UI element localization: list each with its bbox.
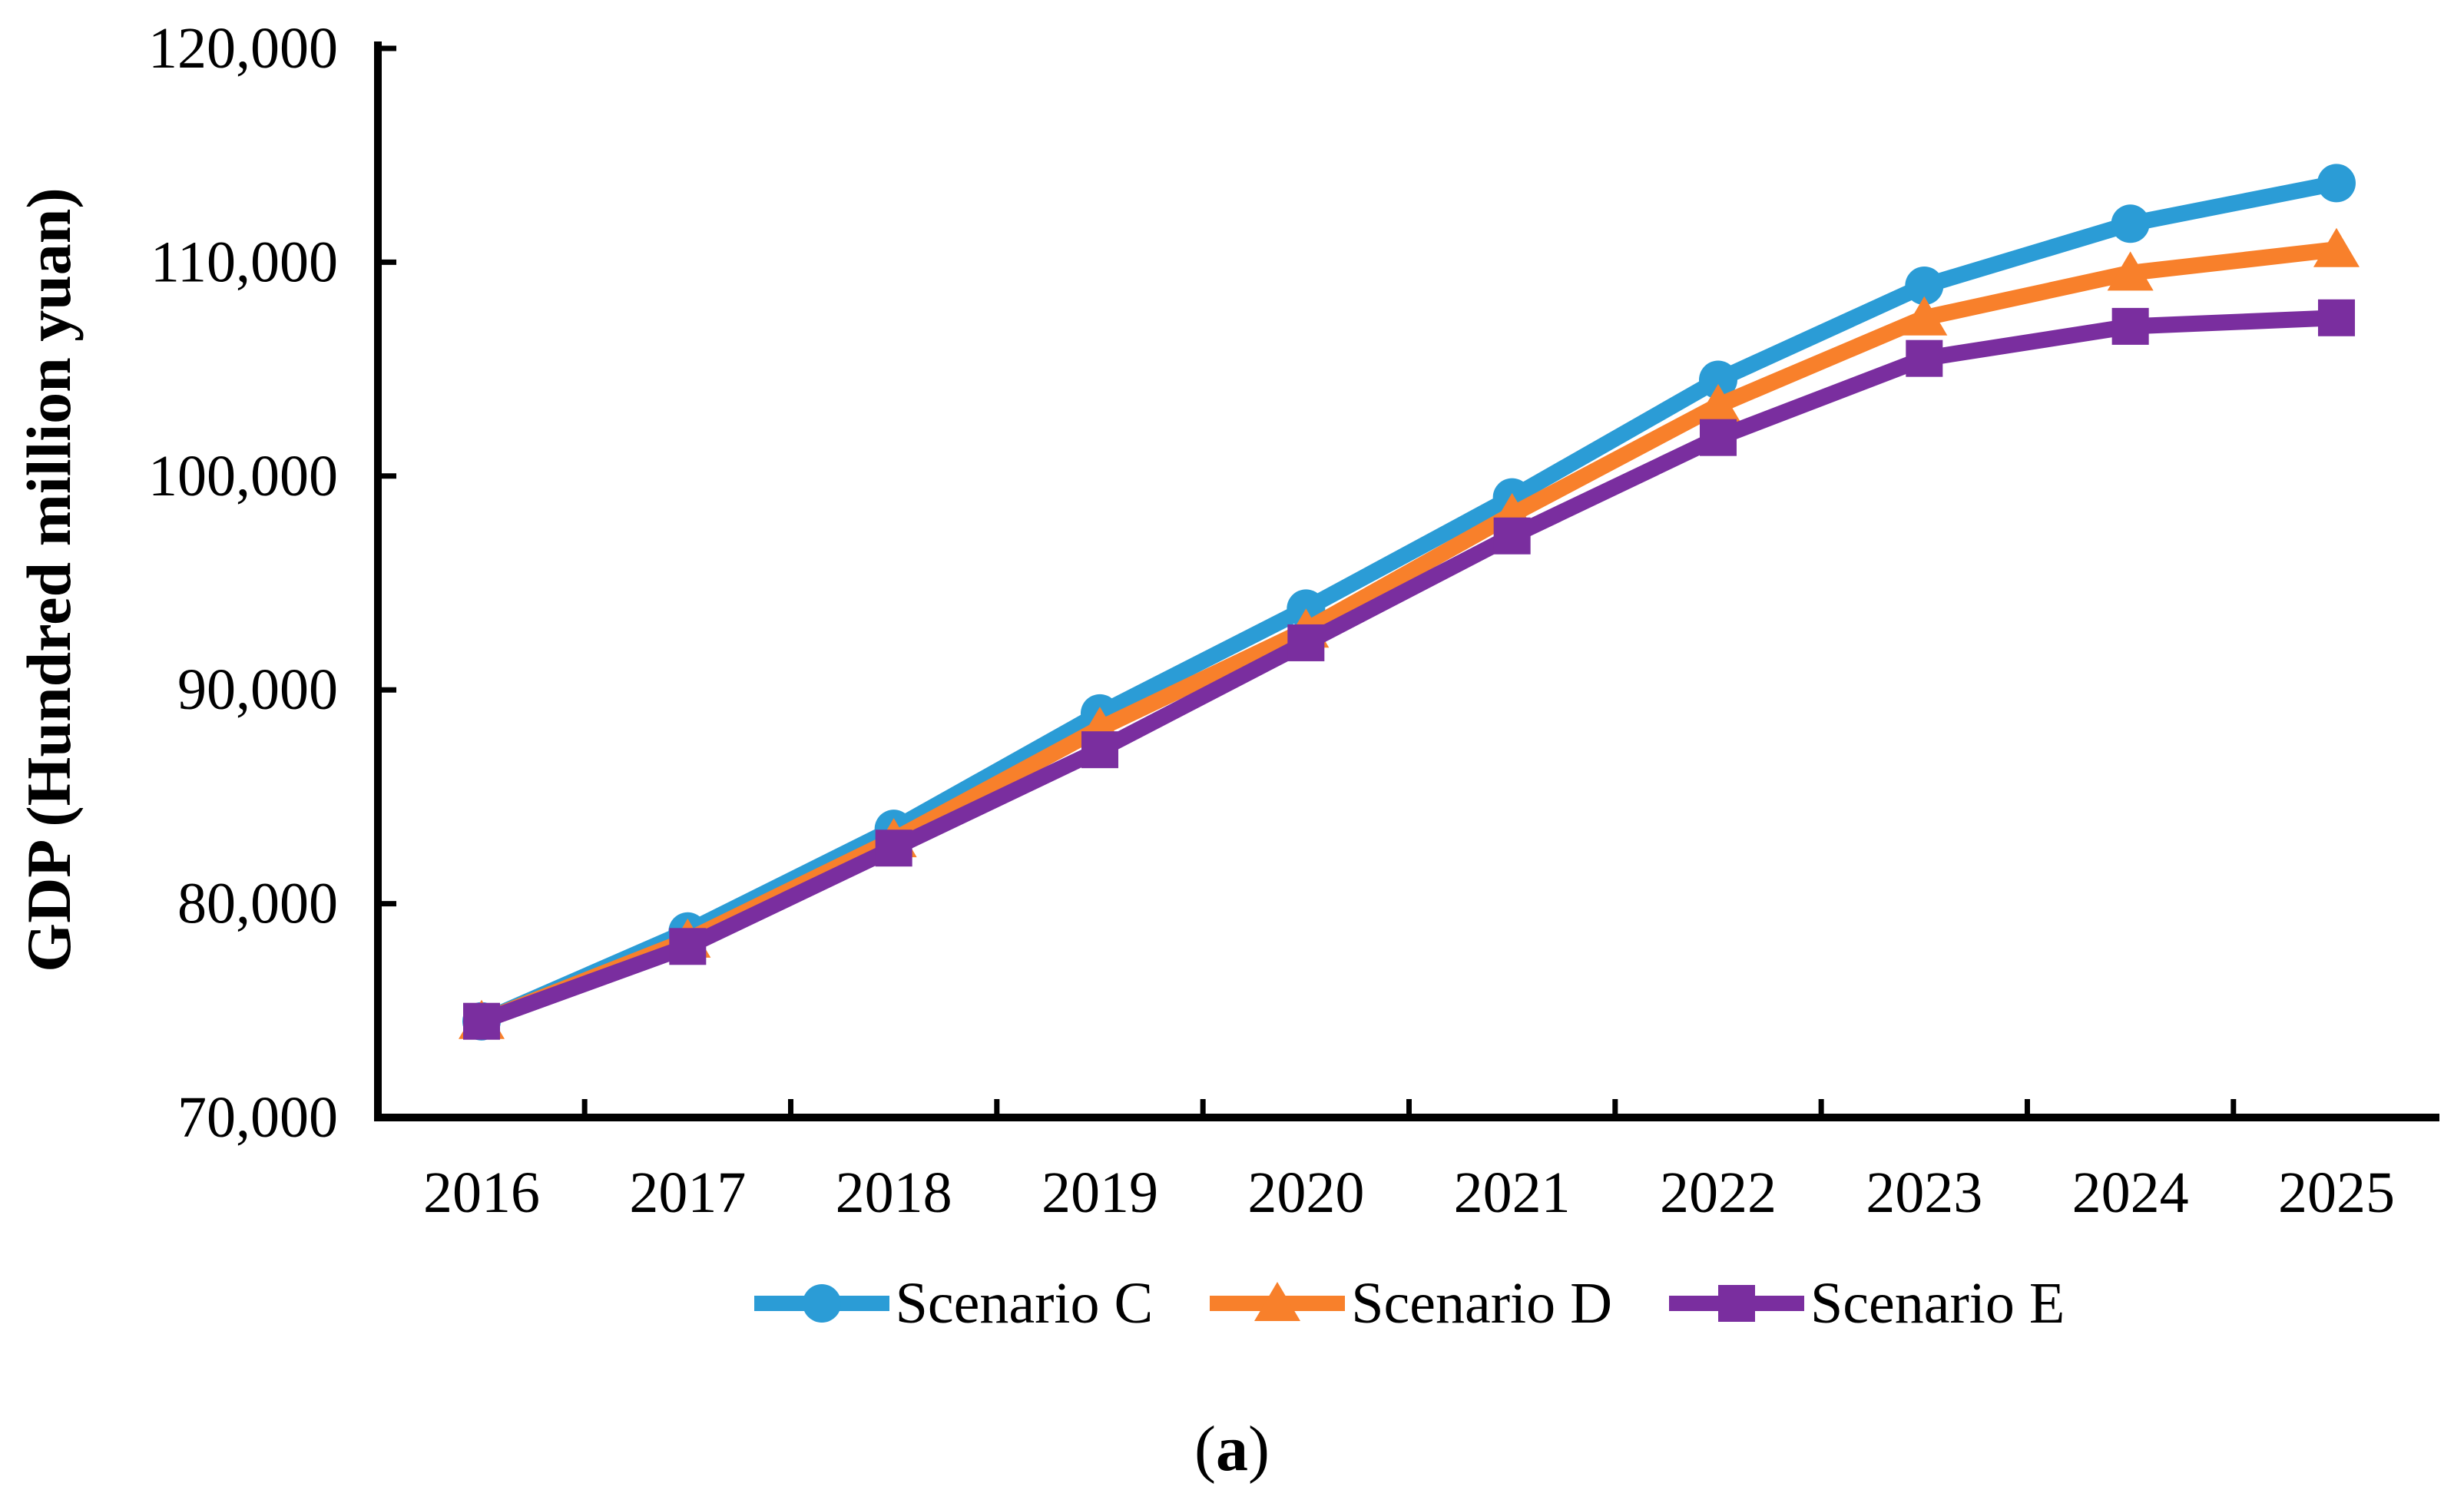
caption-letter: a xyxy=(1216,1413,1248,1485)
legend-triangle-icon xyxy=(1210,1282,1346,1321)
y-tick-label: 120,000 xyxy=(148,16,338,81)
marker-scenario-c-2023 xyxy=(1905,267,1944,306)
marker-scenario-e-2018 xyxy=(875,829,912,867)
caption-paren-open: ( xyxy=(1194,1413,1216,1485)
marker-scenario-e-2021 xyxy=(1493,517,1531,555)
y-tick-label: 70,000 xyxy=(177,1085,338,1150)
legend-item-scenario-c: Scenario C xyxy=(753,1271,1154,1336)
x-year-label: 2016 xyxy=(423,1161,540,1225)
marker-scenario-e-2019 xyxy=(1081,731,1118,769)
marker-scenario-e-2016 xyxy=(463,1002,500,1040)
legend-item-scenario-e: Scenario E xyxy=(1669,1274,2065,1333)
y-axis-title: GDP (Hundred million yuan) xyxy=(14,187,84,972)
marker-scenario-e-2023 xyxy=(1906,339,1943,377)
y-tick-label: 90,000 xyxy=(177,657,338,722)
y-tick-label: 80,000 xyxy=(177,872,338,936)
marker-scenario-e-2022 xyxy=(1699,419,1737,456)
caption-paren-close: ) xyxy=(1248,1413,1270,1485)
legend-label: Scenario D xyxy=(1351,1271,1613,1336)
x-year-label: 2024 xyxy=(2072,1161,2189,1225)
legend-square-icon xyxy=(1669,1285,1805,1322)
x-year-label: 2017 xyxy=(629,1161,746,1225)
x-year-label: 2025 xyxy=(2278,1161,2395,1225)
marker-scenario-c-2024 xyxy=(2111,204,2150,243)
axis-frame xyxy=(374,41,2439,1121)
x-year-label: 2020 xyxy=(1247,1161,1364,1225)
x-year-label: 2019 xyxy=(1042,1161,1158,1225)
marker-scenario-d-2024 xyxy=(2107,251,2154,291)
legend-marker xyxy=(802,1284,841,1323)
x-year-label: 2023 xyxy=(1866,1161,1982,1225)
legend-label: Scenario E xyxy=(1810,1271,2065,1336)
figure-caption: (a) xyxy=(0,1412,2464,1486)
y-tick-label: 110,000 xyxy=(151,230,338,294)
legend-marker xyxy=(1718,1285,1756,1322)
legend-circle-icon xyxy=(753,1284,889,1323)
legend-item-scenario-d: Scenario D xyxy=(1210,1274,1612,1333)
marker-scenario-d-2023 xyxy=(1901,296,1948,336)
marker-scenario-e-2025 xyxy=(2317,299,2355,336)
marker-scenario-e-2020 xyxy=(1287,624,1325,661)
y-tick-label: 100,000 xyxy=(148,444,338,508)
legend: Scenario C Scenario D Scenario E xyxy=(378,1269,2441,1338)
x-year-label: 2021 xyxy=(1454,1161,1571,1225)
legend-marker xyxy=(1254,1282,1301,1321)
x-year-label: 2022 xyxy=(1660,1161,1777,1225)
marker-scenario-d-2022 xyxy=(1694,383,1741,423)
series-line-scenario-e xyxy=(473,310,2345,1030)
marker-scenario-e-2024 xyxy=(2111,307,2149,345)
marker-scenario-e-2017 xyxy=(669,928,707,965)
marker-scenario-d-2025 xyxy=(2313,227,2360,267)
marker-scenario-c-2022 xyxy=(1698,360,1737,399)
x-year-label: 2018 xyxy=(836,1161,952,1225)
legend-label: Scenario C xyxy=(895,1271,1154,1336)
series-line-scenario-c xyxy=(473,174,2345,1030)
marker-scenario-c-2025 xyxy=(2317,164,2356,203)
